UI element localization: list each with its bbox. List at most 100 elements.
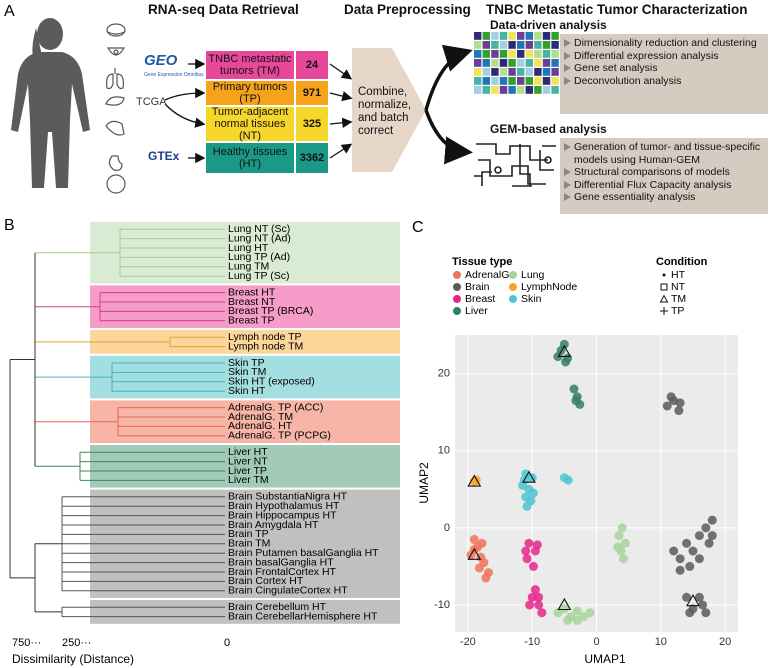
heatmap-cell xyxy=(482,41,490,49)
scatter-plot: -20 -10 0 10 20 -10 0 10 20 xyxy=(434,335,738,648)
leaf-label: Lymph node TP xyxy=(228,331,302,343)
leaf-label: Lung NT (Ad) xyxy=(228,232,291,244)
heatmap-cell xyxy=(542,32,551,40)
point xyxy=(682,592,692,602)
x-axis-title: UMAP1 xyxy=(584,652,626,666)
leaf-label: Brain Hippocampus HT xyxy=(228,509,337,521)
group-band xyxy=(90,330,400,354)
heatmap-cell xyxy=(508,50,516,58)
point xyxy=(571,396,581,406)
heatmap-cell xyxy=(534,32,542,40)
point xyxy=(569,384,579,394)
legend-swatch xyxy=(453,295,461,303)
point xyxy=(707,515,717,525)
heatmap-cell xyxy=(499,77,508,85)
heatmap-cell xyxy=(474,50,482,58)
analysis-arrows xyxy=(424,44,473,165)
heatmap-cell xyxy=(534,59,542,67)
heatmap-cell xyxy=(534,68,542,76)
leaf-label: Brain Cerebellum HT xyxy=(228,601,327,613)
analysis-item: Structural comparisons of models xyxy=(564,166,764,179)
heatmap-cell xyxy=(508,59,516,67)
point xyxy=(619,554,629,564)
legend-label: TM xyxy=(671,293,686,305)
heatmap-cell xyxy=(542,50,551,58)
heatmap-cell xyxy=(551,50,559,58)
analysis-item: Generation of tumor- and tissue-specific… xyxy=(564,141,764,166)
heatmap-cell xyxy=(482,86,490,94)
leaf-label: Brain CerebellarHemisphere HT xyxy=(228,610,378,622)
legend-label: HT xyxy=(671,269,686,281)
heatmap-cell xyxy=(499,68,508,76)
legend-label: NT xyxy=(671,281,686,293)
point xyxy=(563,615,573,625)
leaf-label: AdrenalG. TP (PCPG) xyxy=(228,430,331,442)
analysis-item: Differential Flux Capacity analysis xyxy=(564,179,764,192)
sample-count: 971 xyxy=(295,80,329,106)
analysis-item: Dimensionality reduction and clustering xyxy=(564,37,764,50)
group-band xyxy=(90,222,400,284)
heatmap-cell xyxy=(542,86,551,94)
x-tick-label: 20 xyxy=(719,636,731,648)
section-title: Data Preprocessing xyxy=(344,2,471,17)
heatmap-cell xyxy=(534,50,542,58)
heatmap-cell xyxy=(499,50,508,58)
tm-marker xyxy=(467,474,482,487)
axis-tick-label: 250··· xyxy=(62,637,91,649)
heatmap-cell xyxy=(508,68,516,76)
point xyxy=(675,565,685,575)
analysis-panel: Dimensionality reduction and clustering … xyxy=(560,34,768,114)
sample-box: Tumor-adjacent normal tissues (NT) xyxy=(205,106,295,142)
heatmap-cell xyxy=(542,59,551,67)
heatmap-cell xyxy=(525,68,533,76)
heatmap-cell xyxy=(525,77,533,85)
point xyxy=(675,554,685,564)
sample-box: Healthy tissues (HT) xyxy=(205,142,295,174)
point xyxy=(694,592,704,602)
axis-tick-label: 750··· xyxy=(12,637,41,649)
leaf-label: AdrenalG. TM xyxy=(228,411,293,423)
legend-label: Breast xyxy=(465,293,495,305)
point xyxy=(532,540,542,550)
analysis-item: Gene essentiality analysis xyxy=(564,191,764,204)
x-tick-label: 10 xyxy=(655,636,667,648)
point xyxy=(559,339,569,349)
leaf-label: Lung TP (Ad) xyxy=(228,251,290,263)
subsection-title: Data-driven analysis xyxy=(490,18,607,32)
heatmap-cell xyxy=(551,59,559,67)
y-tick-label: 0 xyxy=(444,522,450,534)
heatmap-cell xyxy=(474,32,482,40)
leaf-label: Brain SubstantiaNigra HT xyxy=(228,491,348,503)
tm-marker xyxy=(522,470,536,483)
sample-box: Primary tumors (TP) xyxy=(205,80,295,106)
legend-label: AdrenalG. xyxy=(465,269,512,281)
panel-label: A xyxy=(4,3,15,20)
legend-label: Brain xyxy=(465,281,490,293)
leaf-label: Brain FrontalCortex HT xyxy=(228,566,337,578)
leaf-label: Lung NT (Sc) xyxy=(228,223,290,235)
leaf-label: Lung TM xyxy=(228,261,269,273)
legend-swatch xyxy=(509,295,517,303)
leaf-label: Brain TP xyxy=(228,528,269,540)
point xyxy=(694,554,704,564)
leaf-label: Brain Cortex HT xyxy=(228,575,304,587)
heatmap-cell xyxy=(491,77,499,85)
heatmap-cell xyxy=(525,32,533,40)
legend-swatch xyxy=(453,271,461,279)
leaf-label: Breast TP xyxy=(228,315,275,327)
section-title: TNBC Metastatic Tumor Characterization xyxy=(486,2,748,17)
gtex-logo: GTEx xyxy=(148,149,180,163)
heatmap-cell xyxy=(551,77,559,85)
leaf-label: Breast NT xyxy=(228,296,276,308)
legend-swatch xyxy=(509,271,517,279)
heatmap-cell xyxy=(542,68,551,76)
point xyxy=(524,538,534,548)
leaf-label: Liver NT xyxy=(228,455,268,467)
leaf-label: Skin HT xyxy=(228,385,266,397)
heatmap-cell xyxy=(482,50,490,58)
point xyxy=(528,488,538,498)
section-title: RNA-seq Data Retrieval xyxy=(148,2,299,17)
leaf-label: Brain Putamen basalGanglia HT xyxy=(228,547,379,559)
heatmap-cell xyxy=(517,77,525,85)
